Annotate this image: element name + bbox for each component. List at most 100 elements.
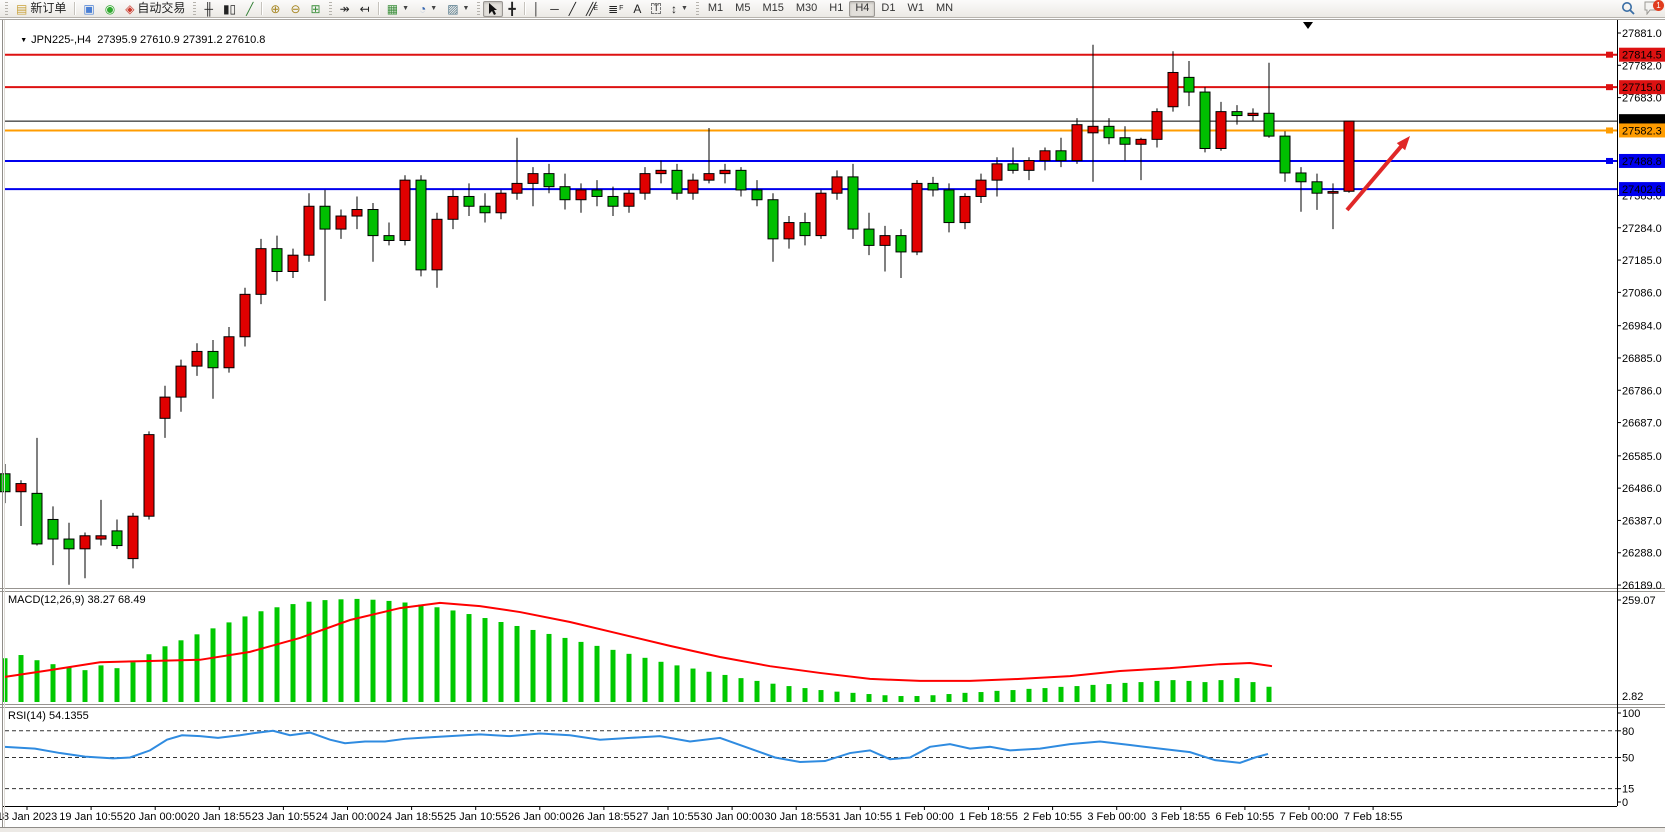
symbol-dropdown-icon[interactable]: ▼	[20, 37, 28, 44]
candle-body	[399, 179, 411, 242]
candlestick-chart-button[interactable]: ▮▯	[218, 1, 241, 17]
indicators-button[interactable]: ▦ ▼	[382, 1, 414, 17]
macd-histogram-bar	[834, 691, 840, 702]
y-axis-tick-label: 27086.0	[1622, 287, 1662, 299]
vertical-line-tool-button[interactable]: │	[528, 1, 546, 17]
chart-shift-button[interactable]: ↤	[355, 1, 375, 17]
auto-scroll-button[interactable]: ↠	[335, 1, 355, 17]
trend-arrow-shaft[interactable]	[1345, 140, 1407, 212]
tile-windows-button[interactable]: ⊞	[306, 1, 326, 17]
timeframe-m30-button[interactable]: M30	[790, 1, 823, 17]
candle-body	[1103, 125, 1115, 139]
timeframe-m1-button[interactable]: M1	[702, 1, 729, 17]
candle-body	[1263, 112, 1275, 137]
bar-chart-button[interactable]: ╫	[199, 1, 218, 17]
macd-histogram-bar	[898, 696, 904, 702]
charts-window-button[interactable]: ▣	[78, 1, 99, 17]
crosshair-tool-button[interactable]: ╋	[503, 1, 520, 17]
macd-histogram-bar	[242, 616, 248, 702]
trendline-tool-button[interactable]: ╱	[564, 1, 581, 17]
chat-icon[interactable]: 1	[1644, 0, 1664, 16]
new-order-label: 新订单	[30, 1, 67, 15]
timeframe-w1-button[interactable]: W1	[901, 1, 930, 17]
x-axis-label: 30 Jan 18:55	[764, 811, 828, 823]
chevron-down-icon: ▼	[430, 5, 438, 12]
chart-shift-marker[interactable]	[1303, 22, 1313, 29]
macd-histogram-bar	[306, 601, 312, 702]
macd-histogram-bar	[610, 649, 616, 702]
monitor-icon: ▣	[83, 1, 95, 16]
zoom-in-button[interactable]: ⊕	[265, 1, 285, 17]
toolbar-grip[interactable]	[695, 2, 699, 15]
arrows-tool-button[interactable]: ↕ ▼	[666, 1, 693, 17]
y-axis-tick-label: 27683.0	[1622, 93, 1662, 105]
candle-body	[1231, 111, 1243, 117]
text-tool-button[interactable]: A	[628, 1, 646, 17]
radar-icon: ◉	[104, 1, 116, 16]
x-axis-label: 25 Jan 10:55	[444, 811, 508, 823]
x-axis-label: 7 Feb 18:55	[1344, 811, 1403, 823]
trendline-icon: ╱	[568, 1, 576, 16]
auto-trading-button[interactable]: ◈ 自动交易	[120, 1, 190, 17]
candle-body	[319, 205, 331, 230]
timeframe-mn-button[interactable]: MN	[930, 1, 959, 17]
x-axis-label: 24 Jan 18:55	[380, 811, 444, 823]
price-line-handle[interactable]	[1606, 127, 1613, 134]
toolbar-grip[interactable]	[328, 2, 332, 15]
line-chart-button[interactable]: ╱	[241, 1, 258, 17]
timeframe-m15-button[interactable]: M15	[756, 1, 789, 17]
timeframe-h4-button[interactable]: H4	[849, 0, 876, 17]
auto-scroll-icon: ↠	[339, 1, 350, 16]
macd-histogram-bar	[386, 600, 392, 702]
candle-body	[111, 530, 123, 547]
new-order-icon: ▤	[16, 1, 28, 16]
timeframe-h1-button[interactable]: H1	[823, 1, 849, 17]
chevron-down-icon: ▼	[402, 5, 409, 12]
toolbar-grip[interactable]	[193, 2, 197, 15]
x-axis-label: 24 Jan 00:00	[316, 811, 380, 823]
fibonacci-tool-button[interactable]: ≣ F	[603, 1, 628, 17]
toolbar-grip[interactable]	[5, 2, 8, 15]
x-axis-label: 18 Jan 2023	[0, 811, 57, 823]
new-order-button[interactable]: ▤ 新订单	[11, 1, 71, 17]
search-icon[interactable]	[1621, 1, 1636, 16]
channel-tool-button[interactable]: ╱╱ E	[581, 1, 603, 17]
price-line-handle[interactable]	[1606, 51, 1613, 58]
price-line-handle[interactable]	[1606, 84, 1613, 91]
toolbar-grip[interactable]	[477, 2, 481, 15]
macd-histogram-bar	[786, 686, 792, 702]
periods-button[interactable]: ◔ ▼	[414, 1, 442, 17]
candle-body	[1247, 112, 1259, 117]
symbol-info-bar[interactable]: ▼ JPN225-,H4 27395.9 27610.9 27391.2 2761…	[8, 22, 265, 58]
window-bottom-frame	[0, 828, 1665, 832]
macd-histogram-bar	[1266, 686, 1272, 702]
trend-arrow-head[interactable]	[1396, 136, 1410, 151]
fibonacci-icon: ≣	[608, 1, 619, 16]
macd-histogram-bar	[194, 634, 200, 702]
timeframe-m5-button[interactable]: M5	[729, 1, 756, 17]
candle-body	[975, 179, 987, 197]
toolbar-separator	[261, 2, 263, 15]
text-label-tool-button[interactable]: T	[646, 1, 666, 17]
toolbar-separator	[74, 2, 76, 15]
macd-histogram-bar	[594, 645, 600, 702]
candle-body	[255, 248, 267, 295]
add-indicator-icon: ▦	[386, 1, 399, 16]
price-line-handle[interactable]	[1606, 157, 1613, 164]
chevron-down-icon: ▼	[462, 5, 470, 12]
macd-histogram-bar	[946, 694, 952, 702]
x-axis-label: 20 Jan 18:55	[187, 811, 251, 823]
macd-histogram-bar	[642, 657, 648, 702]
x-axis-label: 19 Jan 10:55	[59, 811, 123, 823]
timeframe-d1-button[interactable]: D1	[875, 1, 901, 17]
cursor-tool-button[interactable]	[483, 0, 504, 17]
horizontal-line-tool-button[interactable]: ─	[545, 1, 564, 17]
market-watch-button[interactable]: ◉	[100, 1, 120, 17]
x-axis-label: 27 Jan 10:55	[636, 811, 700, 823]
templates-button[interactable]: ▨ ▼	[442, 1, 474, 17]
candle-body	[159, 396, 171, 419]
candle-body	[1039, 150, 1051, 162]
zoom-out-button[interactable]: ⊖	[285, 1, 305, 17]
macd-histogram-bar	[674, 665, 680, 702]
